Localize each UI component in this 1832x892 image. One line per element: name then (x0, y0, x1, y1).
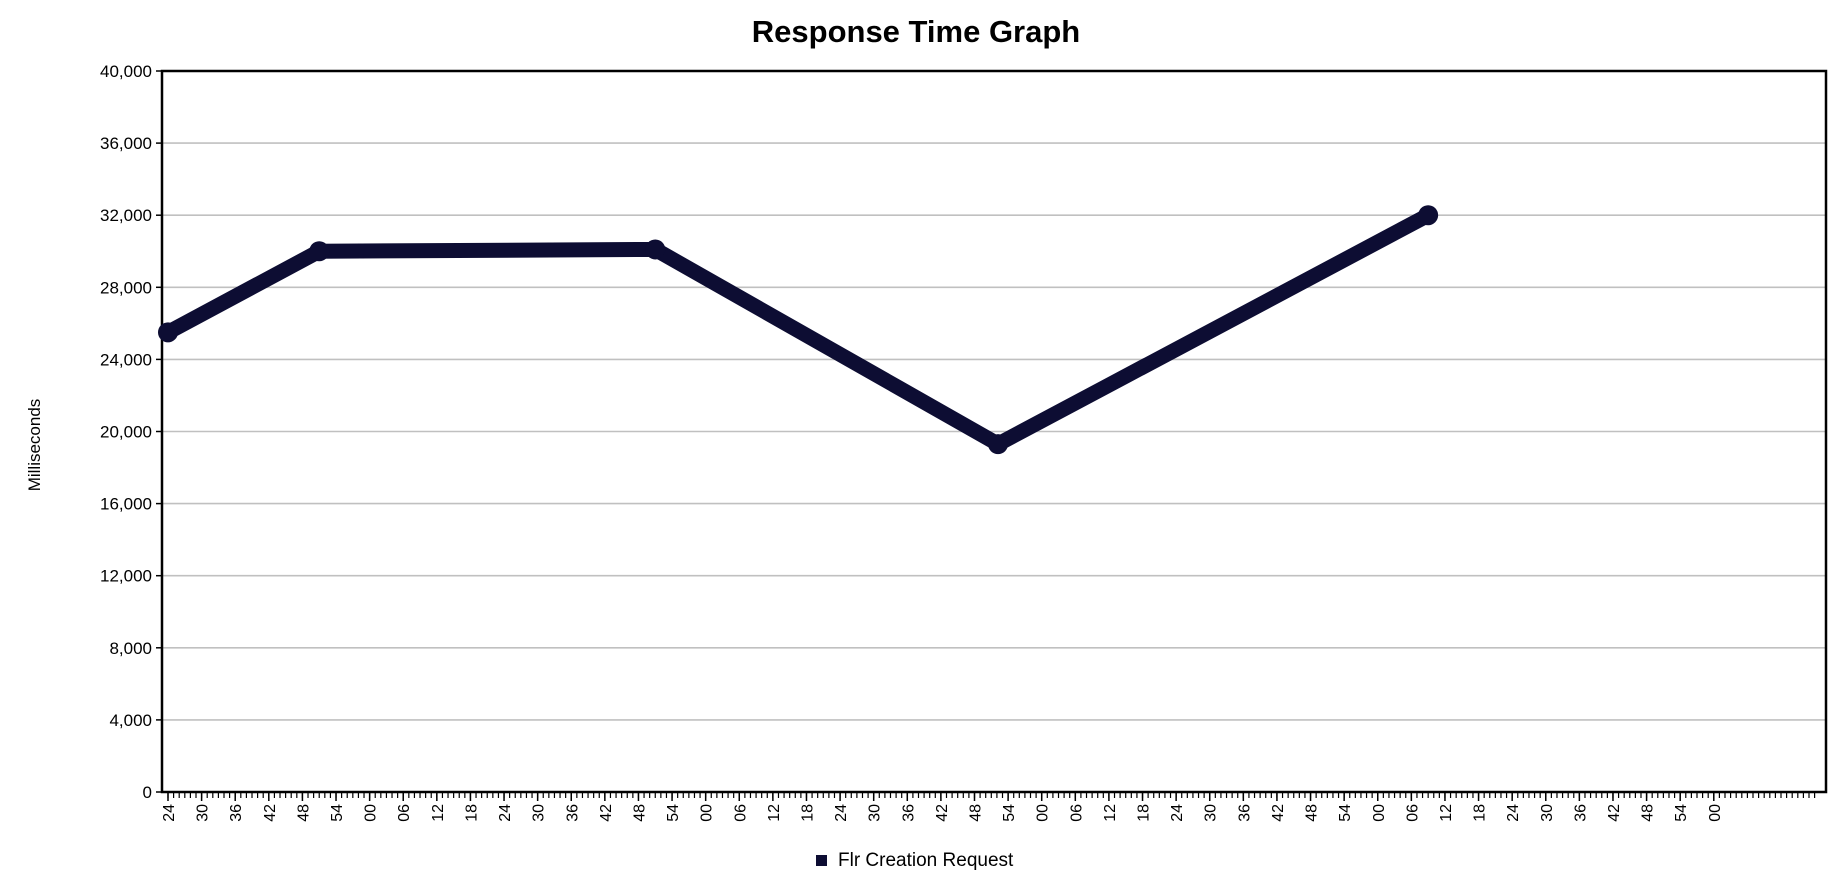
x-tick-label: 00 (1371, 804, 1388, 822)
x-tick-label: 06 (1404, 804, 1421, 822)
legend-swatch (816, 855, 827, 866)
x-tick-label: 18 (463, 804, 480, 822)
x-tick-label: 00 (1707, 804, 1724, 822)
x-tick-label: 42 (1270, 804, 1287, 822)
x-tick-label: 24 (497, 804, 514, 822)
y-tick-label: 16,000 (100, 495, 152, 514)
gridlines (162, 142, 1826, 721)
x-tick-label: 30 (531, 804, 548, 822)
x-tick-label: 00 (1035, 804, 1052, 822)
x-tick-label: 36 (564, 804, 581, 822)
x-tick-label: 18 (1136, 804, 1153, 822)
legend-label: Flr Creation Request (838, 850, 1014, 871)
x-tick-label: 12 (766, 804, 783, 822)
x-tick-label: 42 (1606, 804, 1623, 822)
y-axis-label: Milliseconds (25, 399, 44, 492)
x-tick-label: 36 (1236, 804, 1253, 822)
y-tick-label: 28,000 (100, 278, 152, 297)
x-tick-label: 42 (598, 804, 615, 822)
y-tick-label: 12,000 (100, 567, 152, 586)
x-tick-label: 54 (1673, 804, 1690, 822)
x-tick-label: 54 (1337, 804, 1354, 822)
chart-title: Response Time Graph (752, 14, 1080, 49)
data-point (1418, 205, 1439, 226)
y-axis-ticks: 0 4,000 8,000 12,000 16,000 20,000 24,000 28,00… (100, 62, 162, 802)
data-point (158, 322, 178, 343)
x-tick-label: 06 (732, 804, 749, 822)
x-tick-label: 06 (396, 804, 413, 822)
x-tick-label: 36 (1572, 804, 1589, 822)
x-tick-label: 18 (1472, 804, 1489, 822)
x-tick-label: 36 (900, 804, 917, 822)
x-tick-label: 30 (867, 804, 884, 822)
x-tick-label: 54 (1001, 804, 1018, 822)
x-tick-label: 48 (968, 804, 985, 822)
x-tick-label: 12 (1102, 804, 1119, 822)
x-tick-label: 48 (1304, 804, 1321, 822)
legend: Flr Creation Request (816, 850, 1014, 871)
x-tick-label: 48 (631, 804, 648, 822)
x-tick-label: 30 (195, 804, 212, 822)
y-tick-label: 20,000 (100, 423, 152, 442)
x-tick-label: 12 (1438, 804, 1455, 822)
x-axis-ticks: 24 30 36 42 48 54 00 06 12 18 24 30 36 42 48 54 00 06 12 18… (161, 792, 1816, 822)
x-tick-label: 00 (699, 804, 716, 822)
x-tick-label: 00 (363, 804, 380, 822)
y-tick-label: 40,000 (100, 62, 152, 81)
y-tick-label: 24,000 (100, 350, 152, 369)
x-tick-label: 36 (228, 804, 245, 822)
data-point (645, 239, 666, 260)
x-tick-label: 12 (430, 804, 447, 822)
x-tick-label: 42 (934, 804, 951, 822)
x-tick-label: 54 (665, 804, 682, 822)
x-tick-label: 54 (329, 804, 346, 822)
x-tick-label: 24 (1169, 804, 1186, 822)
x-tick-label: 42 (262, 804, 279, 822)
series-line (160, 207, 1436, 452)
x-tick-label: 18 (799, 804, 816, 822)
y-tick-label: 4,000 (109, 711, 152, 730)
x-tick-label: 30 (1539, 804, 1556, 822)
plot-area-frame (160, 69, 1828, 794)
x-tick-label: 06 (1068, 804, 1085, 822)
y-tick-label: 0 (143, 783, 152, 802)
x-tick-label: 24 (1505, 804, 1522, 822)
x-tick-label: 24 (161, 804, 178, 822)
x-tick-label: 48 (295, 804, 312, 822)
x-tick-label: 48 (1640, 804, 1657, 822)
y-tick-label: 36,000 (100, 134, 152, 153)
x-tick-label: 30 (1203, 804, 1220, 822)
data-point (988, 434, 1009, 455)
y-tick-label: 32,000 (100, 206, 152, 225)
y-tick-label: 8,000 (109, 639, 152, 658)
series-layer (158, 205, 1439, 455)
x-tick-label: 24 (833, 804, 850, 822)
data-point (309, 241, 330, 262)
